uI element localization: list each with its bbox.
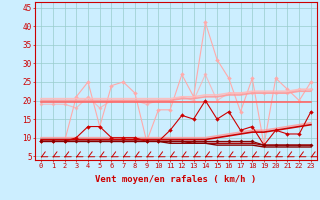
- X-axis label: Vent moyen/en rafales ( km/h ): Vent moyen/en rafales ( km/h ): [95, 175, 257, 184]
